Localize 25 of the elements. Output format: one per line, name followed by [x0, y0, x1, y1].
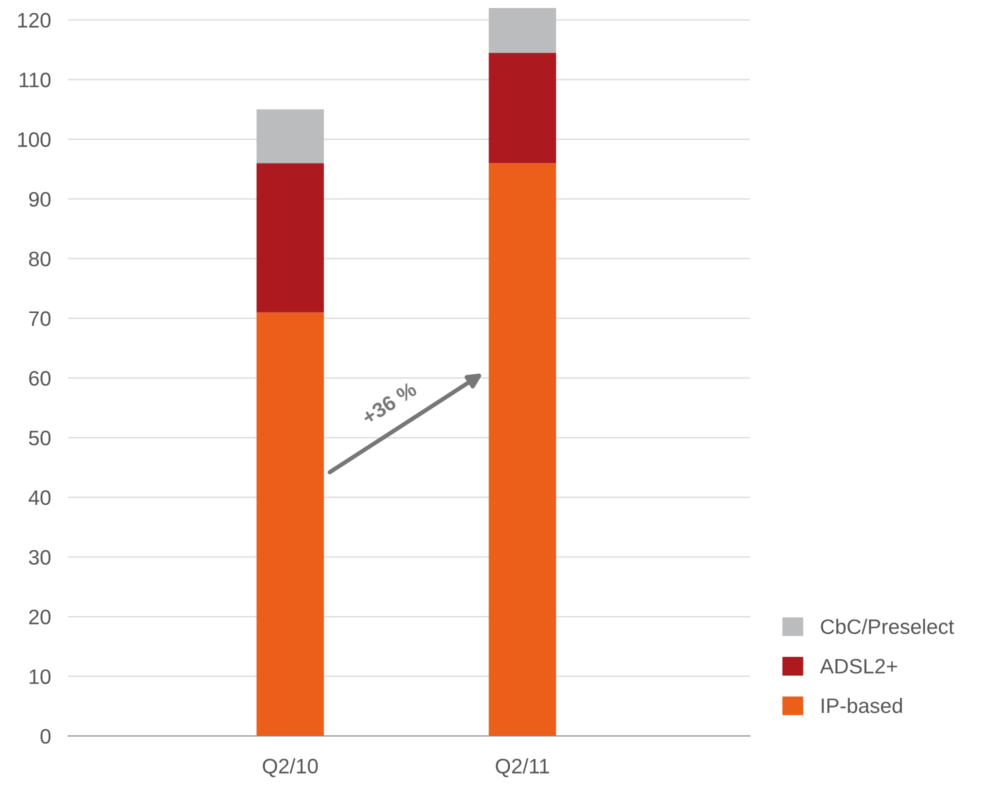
x-tick-label: Q2/10	[262, 758, 318, 778]
bar	[256, 109, 324, 164]
bar	[256, 312, 324, 736]
y-tick-label: 110	[20, 72, 51, 88]
y-tick-label: 0	[40, 729, 51, 744]
y-tick-label: 30	[28, 550, 51, 565]
y-tick-label: 70	[29, 311, 51, 326]
annotation: +36 %	[360, 381, 418, 426]
y-tick-label: 90	[29, 192, 51, 207]
y-tick-label: 50	[28, 430, 51, 446]
legend-label: IP-based	[822, 698, 902, 714]
legend-label: CbC/Preselect	[820, 618, 954, 634]
bar	[256, 163, 324, 312]
bar	[488, 52, 556, 164]
legend-label: ADSL2+	[820, 658, 898, 674]
y-tick-label: 60	[29, 370, 51, 386]
bar	[488, 163, 556, 736]
y-tick-label: 100	[18, 132, 51, 148]
y-tick-label: 120	[18, 12, 51, 28]
y-tick-label: 10	[30, 669, 51, 684]
y-tick-label: 40	[28, 490, 51, 506]
y-tick-label: 20	[29, 610, 51, 624]
bar	[488, 8, 556, 53]
y-tick-label: 80	[29, 252, 51, 266]
x-tick-label: Q2/11	[496, 758, 550, 778]
